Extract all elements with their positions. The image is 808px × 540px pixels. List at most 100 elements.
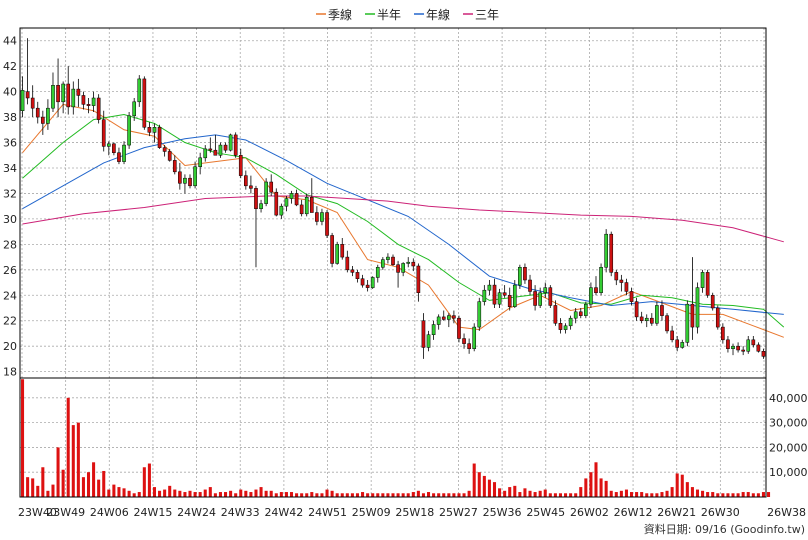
price-tick-label: 22 <box>3 315 17 328</box>
candle-body <box>401 263 405 273</box>
candle-body <box>594 287 598 293</box>
volume-bar <box>761 492 765 497</box>
candle-body <box>726 339 730 349</box>
candle-body <box>375 267 380 278</box>
candle-body <box>233 134 238 156</box>
volume-bar <box>183 492 187 497</box>
candle-body <box>56 85 60 103</box>
candle-body <box>86 104 91 106</box>
volume-bar <box>543 489 547 497</box>
price-tick-label: 40 <box>3 86 17 99</box>
candle-body <box>482 289 487 302</box>
volume-bar <box>386 493 390 497</box>
volume-bar <box>503 490 507 497</box>
candle-body <box>431 324 436 335</box>
candle-body <box>370 277 375 288</box>
candle-body <box>721 326 725 341</box>
candle-body <box>30 97 35 109</box>
x-tick-label: 25W45 <box>526 506 565 519</box>
candle-body <box>462 338 466 344</box>
volume-bar <box>224 492 228 497</box>
candle-body <box>117 152 121 162</box>
price-tick-label: 36 <box>3 137 17 150</box>
volume-bar <box>680 474 684 497</box>
volume-bar <box>655 493 659 497</box>
candle-body <box>71 88 76 108</box>
candle-body <box>467 343 471 349</box>
candle-body <box>563 325 568 330</box>
candle-body <box>512 284 517 307</box>
volume-bar <box>421 493 425 497</box>
volume-bar <box>21 379 25 497</box>
volume-bar <box>482 475 486 497</box>
candle-body <box>325 212 329 236</box>
candle-body <box>649 317 654 324</box>
volume-bar <box>553 493 557 497</box>
price-tick-label: 44 <box>3 35 17 48</box>
candle-body <box>381 259 385 268</box>
legend-label-year: 年線 <box>426 7 450 22</box>
candle-body <box>487 284 492 291</box>
candle-body <box>41 116 45 124</box>
candle-body <box>690 303 695 328</box>
volume-axis-ticks: 10,000 20,000 30,000 40,000 <box>769 392 808 479</box>
candle-body <box>244 175 248 187</box>
candle-body <box>193 166 197 187</box>
volume-bar <box>289 492 294 497</box>
volume-bar <box>31 478 35 497</box>
candle-body <box>700 272 705 288</box>
volume-bar <box>564 493 568 497</box>
candle-body <box>223 144 228 151</box>
volume-bars <box>21 379 771 497</box>
candle-body <box>91 97 96 106</box>
volume-bar <box>472 463 476 497</box>
candle-body <box>543 287 548 293</box>
candle-body <box>142 78 147 128</box>
volume-bar <box>427 492 431 497</box>
price-tick-label: 20 <box>3 340 17 353</box>
candle-body <box>183 177 187 184</box>
volume-bar <box>81 477 85 497</box>
volume-bar <box>244 490 248 497</box>
volume-bar <box>269 490 273 497</box>
candle-body <box>670 330 674 341</box>
price-tick-label: 30 <box>3 213 17 226</box>
candle-body <box>538 292 542 306</box>
candle-body <box>761 351 766 357</box>
volume-bar <box>107 489 111 497</box>
candle-body <box>101 119 106 147</box>
volume-bar <box>355 493 359 497</box>
volume-bar <box>690 487 694 497</box>
candle-body <box>680 342 685 348</box>
candle-body <box>340 244 345 258</box>
x-tick-label: 25W09 <box>352 506 391 519</box>
x-tick-label: 23W40 <box>18 506 57 519</box>
candle-body <box>568 317 573 327</box>
volume-bar <box>122 488 126 497</box>
volume-bar <box>731 493 735 497</box>
volume-bar <box>371 493 375 497</box>
candle-body <box>746 339 751 352</box>
candle-body <box>167 151 172 161</box>
volume-bar <box>305 493 309 497</box>
volume-bar <box>86 472 91 497</box>
candle-body <box>619 279 624 283</box>
volume-bar <box>609 490 613 497</box>
candle-body <box>502 292 507 296</box>
candle-body <box>553 305 558 324</box>
candle-body <box>284 198 289 207</box>
x-tick-label: 24W51 <box>308 506 347 519</box>
volume-bar <box>533 492 537 497</box>
volume-bar <box>26 477 30 497</box>
volume-bar <box>741 492 745 497</box>
x-tick-label: 24W33 <box>221 506 260 519</box>
volume-bar <box>736 493 740 497</box>
volume-bar <box>142 467 146 497</box>
volume-bar <box>259 487 263 497</box>
volume-bar <box>756 493 760 497</box>
volume-bar <box>665 490 669 497</box>
volume-tick-label: 10,000 <box>769 466 808 479</box>
candle-body <box>147 127 152 133</box>
candle-body <box>584 303 588 316</box>
